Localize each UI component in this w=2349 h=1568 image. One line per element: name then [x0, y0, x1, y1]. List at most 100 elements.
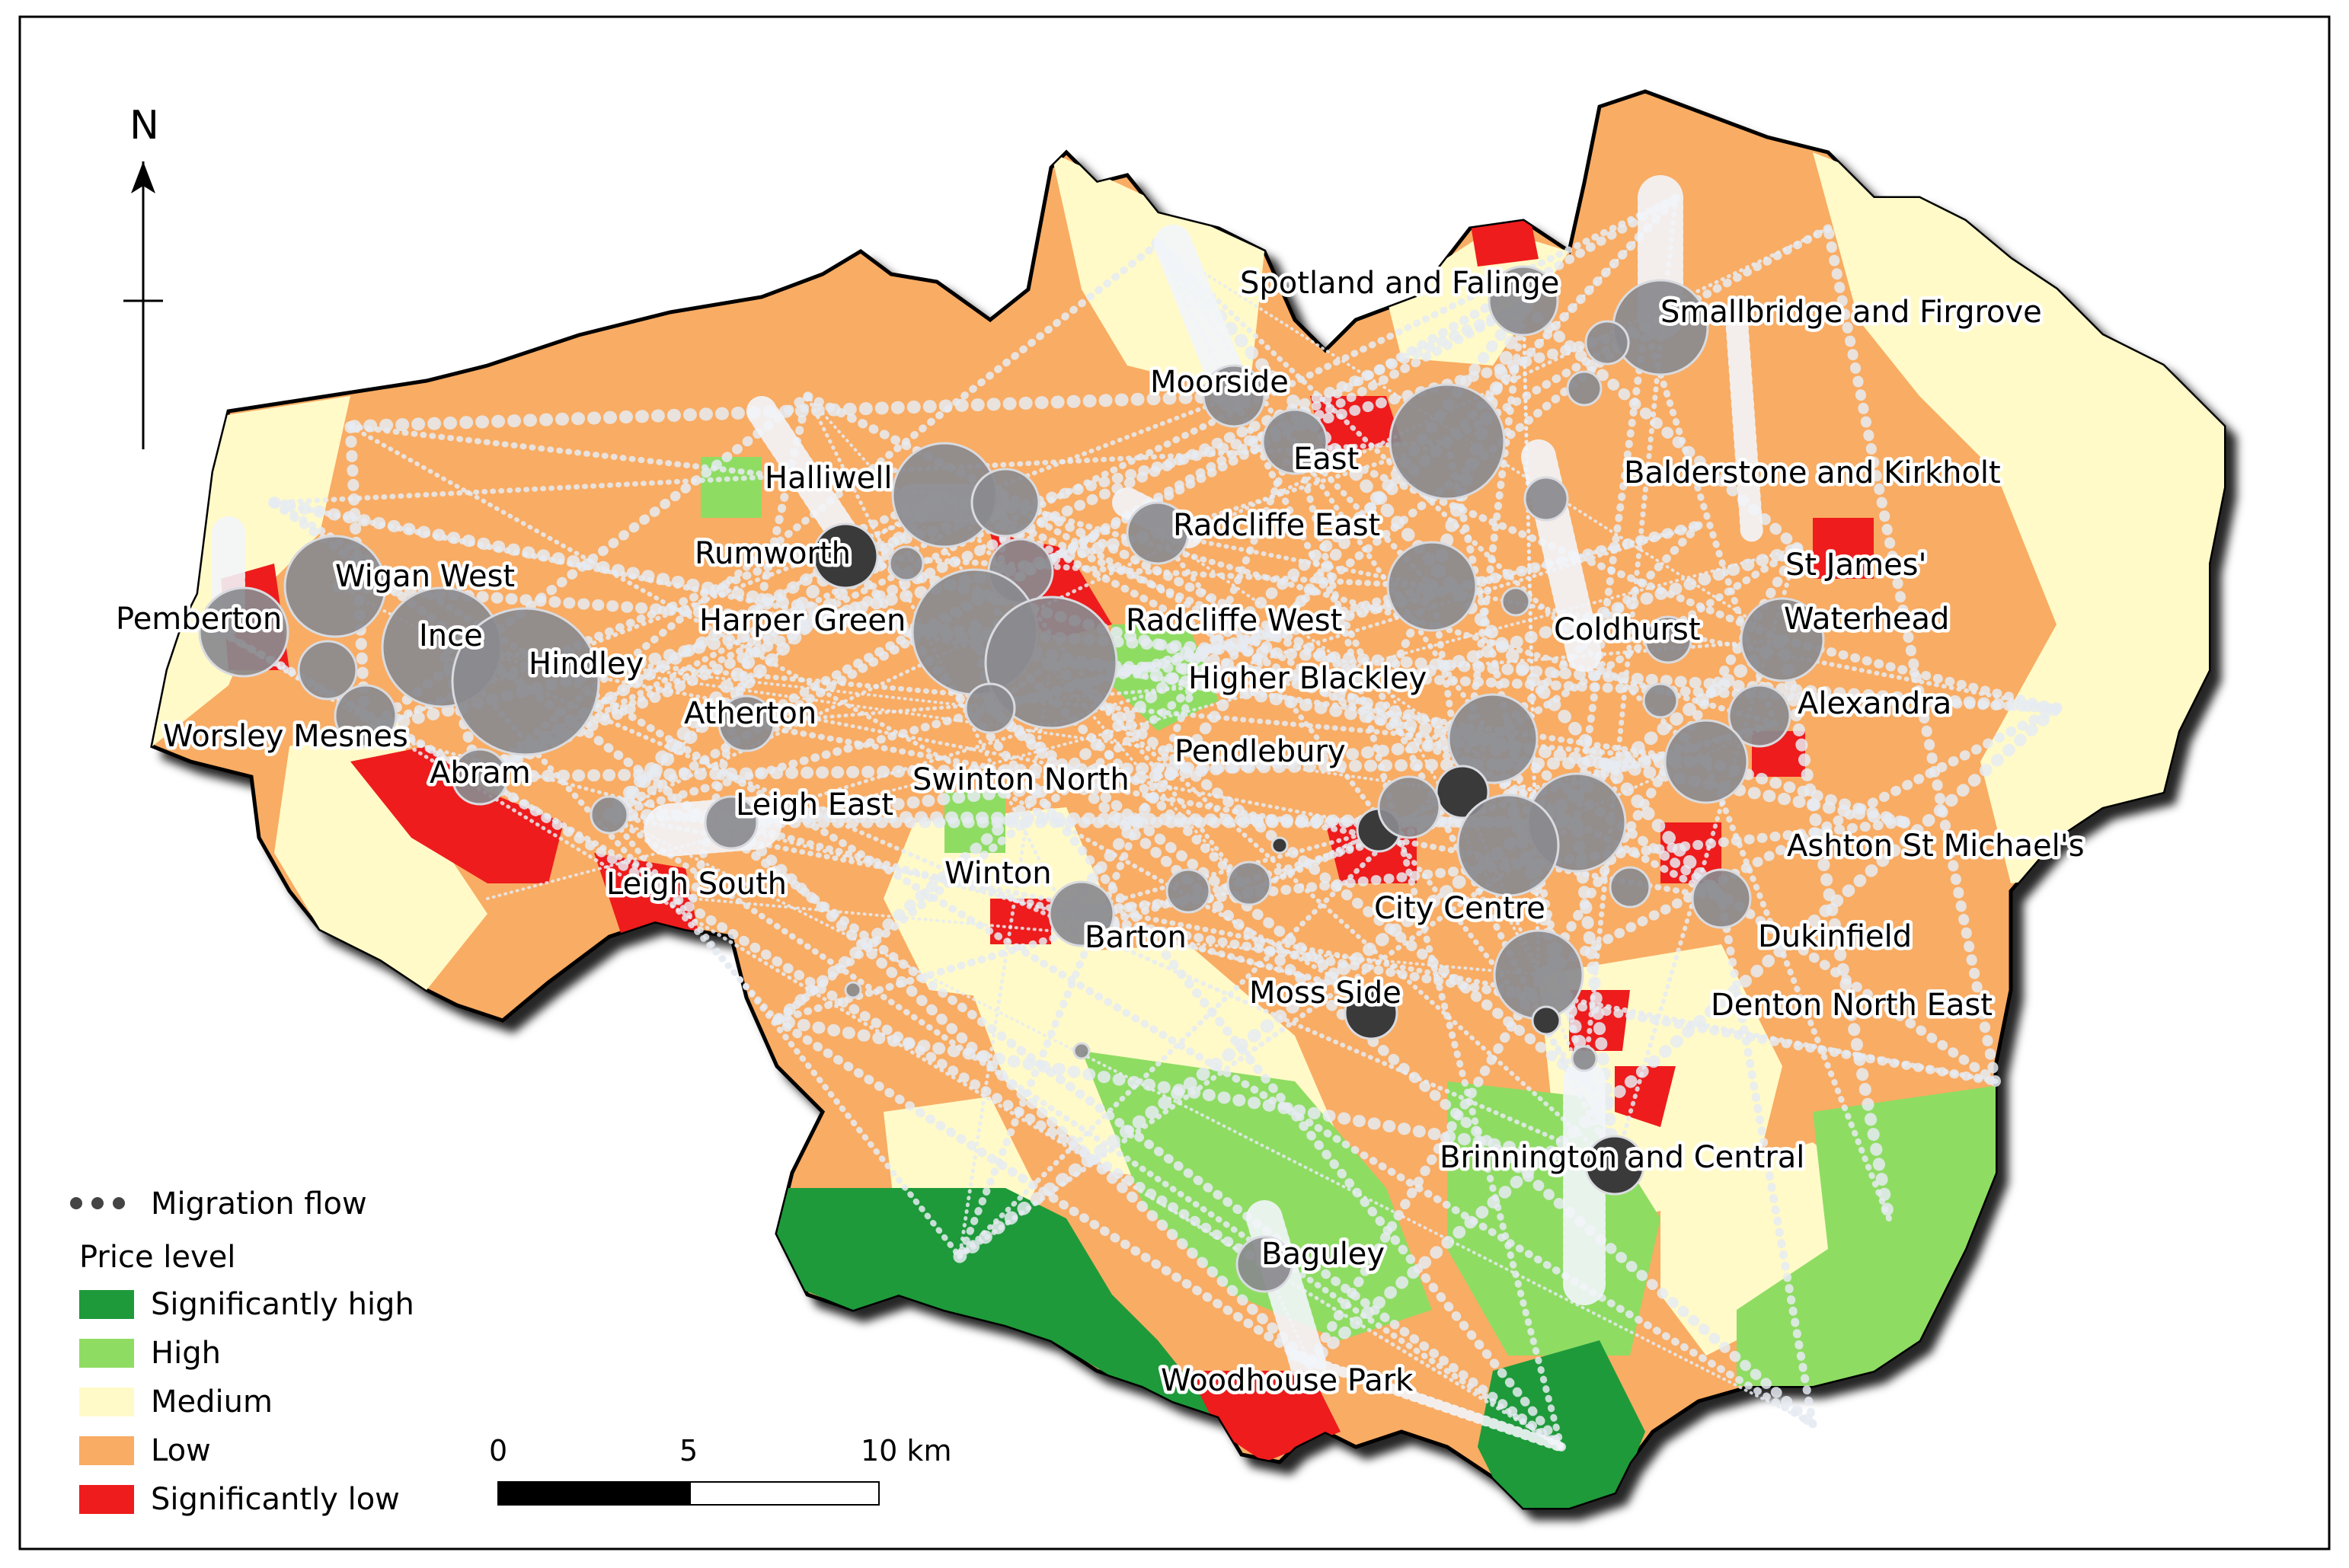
label-denton-north-east: Denton North East: [1711, 988, 1993, 1023]
legend-swatch-high: [79, 1339, 134, 1368]
zone-medium-west: [274, 716, 487, 990]
ward-node: [1493, 929, 1584, 1020]
migration-flow-line: [957, 819, 1580, 1260]
legend: Migration flow Price level Significantly…: [70, 1186, 414, 1517]
migration-flow-line: [1823, 223, 2001, 1087]
migration-flow-line: [1573, 324, 1649, 826]
zone-siglow-2: [350, 746, 564, 883]
migration-flow-line: [1290, 1350, 1567, 1452]
ward-node: [964, 682, 1016, 734]
ward-node: [1584, 320, 1630, 366]
migration-flow-line: [1776, 634, 1895, 1225]
legend-label-low: Low: [151, 1433, 211, 1468]
label-atherton: Atherton: [684, 696, 817, 731]
label-alexandra: Alexandra: [1798, 686, 1951, 721]
label-balderstone-and-kirkholt: Balderstone and Kirkholt: [1624, 455, 2001, 490]
label-dukinfield: Dukinfield: [1758, 919, 1912, 954]
migration-flow-line: [1046, 657, 1590, 1087]
migration-flow-line: [744, 637, 1785, 726]
scale-tick-10km: 10 km: [861, 1434, 951, 1467]
migration-flow-line: [957, 660, 1053, 1259]
migration-flow-line: [840, 322, 1651, 561]
zone-high-south: [1082, 1051, 1432, 1340]
label-winton: Winton: [944, 856, 1052, 891]
flow-dot-icon: [70, 1197, 82, 1209]
migration-flow-line: [842, 553, 1435, 589]
migration-nodes: [198, 265, 1825, 1293]
migration-flow-line: [953, 633, 1789, 1263]
label-woodhouse-park: Woodhouse Park: [1161, 1363, 1414, 1398]
ward-node: [1235, 1235, 1293, 1293]
zone-sighigh-south: [1478, 1340, 1645, 1508]
ward-node: [1488, 265, 1559, 337]
migration-flow-line: [1247, 790, 1465, 893]
ward-node: [1727, 684, 1791, 748]
migration-flow-line: [771, 436, 1453, 1027]
ward-node: [1202, 364, 1266, 428]
label-brinnington-and-central: Brinnington and Central: [1440, 1140, 1804, 1175]
label-radcliffe-west: Radcliffe West: [1126, 603, 1342, 638]
legend-swatch-significantly-low: [79, 1485, 134, 1514]
migration-flow-line: [725, 733, 1499, 829]
ward-node: [1447, 693, 1539, 784]
label-moss-side: Moss Side: [1249, 976, 1401, 1011]
migration-flow-line: [1304, 702, 2063, 1369]
label-abram: Abram: [430, 755, 531, 790]
ward-node: [1456, 794, 1560, 897]
north-arrow-head-icon: [131, 161, 155, 193]
flow-dot-icon: [113, 1197, 125, 1209]
flow-dot-icon: [91, 1197, 104, 1209]
label-higher-blackley: Higher Blackley: [1188, 661, 1427, 696]
migration-flow-line: [602, 488, 951, 822]
ward-node: [1523, 476, 1569, 522]
legend-label-medium: Medium: [151, 1384, 273, 1420]
ward-node: [1261, 408, 1328, 475]
ward-node: [704, 795, 759, 850]
scale-tick-0: 0: [489, 1434, 507, 1467]
ward-node: [1740, 597, 1825, 682]
legend-swatch-significantly-high: [79, 1290, 134, 1319]
legend-price-title: Price level: [79, 1240, 235, 1275]
zone-medium-northcentral: [1386, 228, 1569, 366]
ward-node: [812, 522, 879, 589]
label-city-centre: City Centre: [1374, 891, 1545, 926]
ward-node: [984, 596, 1118, 730]
label-radcliffe-east: Radcliffe East: [1173, 508, 1380, 543]
migration-flow-line: [692, 897, 1540, 976]
label-hindley: Hindley: [529, 647, 644, 682]
label-leigh-south: Leigh South: [606, 867, 787, 902]
ward-node: [717, 695, 775, 752]
zone-siglow-8: [1188, 1371, 1341, 1462]
ward-node: [970, 468, 1040, 538]
migration-flow-line: [1046, 657, 2062, 714]
migration-flow-line: [1156, 242, 1784, 641]
ward-node: [1226, 861, 1272, 906]
migration-flow-line: [268, 497, 1910, 829]
label-east: East: [1293, 442, 1359, 477]
scale-bar: 0 5 10 km: [489, 1434, 951, 1506]
ward-node: [1642, 682, 1679, 719]
migration-flow-line: [985, 703, 1361, 995]
migration-flow-line: [1571, 816, 1621, 1171]
migration-flow-line: [606, 812, 1564, 1450]
label-waterhead: Waterhead: [1784, 602, 1949, 637]
migration-flow-line: [608, 813, 1814, 1426]
ward-node: [1571, 1045, 1598, 1072]
label-coldhurst: Coldhurst: [1554, 612, 1701, 647]
migration-flow-line: [219, 630, 1564, 1449]
label-st-james: St James': [1785, 548, 1927, 583]
migration-flow-line: [1291, 438, 1786, 643]
migration-flow-line: [347, 423, 948, 498]
legend-label-significantly-low: Significantly low: [151, 1482, 400, 1517]
ward-node: [198, 586, 289, 678]
north-arrow-label: N: [129, 103, 159, 148]
ward-node: [1386, 541, 1478, 632]
legend-swatch-medium: [79, 1388, 134, 1416]
zone-sighigh-southwest: [762, 1188, 1219, 1416]
migration-flow-line: [1446, 196, 1677, 443]
label-rumworth: Rumworth: [695, 536, 851, 571]
ward-node: [1500, 586, 1531, 617]
label-pendlebury: Pendlebury: [1174, 734, 1346, 769]
migration-flow-line: [1725, 308, 1763, 544]
label-ince: Ince: [419, 618, 483, 653]
